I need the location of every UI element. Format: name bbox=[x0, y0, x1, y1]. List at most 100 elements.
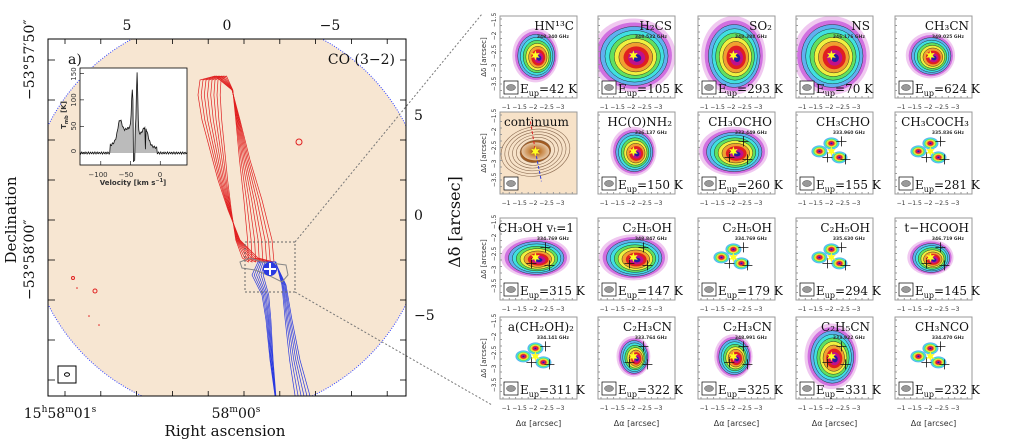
frequency-label: 346.176 GHz bbox=[833, 34, 866, 40]
x-tick: −2.5 bbox=[637, 200, 652, 207]
x-tick: −2.5 bbox=[934, 200, 949, 207]
beam-ellipse bbox=[802, 84, 812, 91]
x-tick: −1.5 bbox=[710, 405, 725, 412]
x-tick: −3 bbox=[754, 306, 763, 313]
x-tick: −3 bbox=[754, 200, 763, 207]
frequency-label: 333.449 GHz bbox=[735, 130, 768, 136]
x-tick: −2 bbox=[627, 405, 636, 412]
inset-x-label: Velocity [km s−1] bbox=[100, 178, 167, 187]
inset-x-tick: 0 bbox=[158, 171, 162, 179]
position-cross-icon bbox=[822, 258, 833, 269]
eup-label: Eup=294 K bbox=[816, 284, 882, 300]
x-tick: −1 bbox=[798, 104, 807, 111]
frequency-label: 346.719 GHz bbox=[932, 236, 965, 242]
x-tick: −2.5 bbox=[934, 306, 949, 313]
eup-label: Eup=311 K bbox=[520, 383, 586, 399]
panel-frame bbox=[597, 111, 676, 195]
x-axis-label: Right ascension bbox=[165, 422, 286, 440]
emission-map bbox=[811, 243, 848, 270]
position-cross-icon bbox=[724, 357, 735, 368]
star-icon bbox=[827, 50, 836, 61]
x-tick: −3 bbox=[852, 200, 861, 207]
x-tick: −2.5 bbox=[835, 104, 850, 111]
emission-map bbox=[515, 342, 552, 369]
y-tick: −2.5 bbox=[491, 346, 498, 361]
y-axis-label: Δδ [arcsec] bbox=[480, 133, 488, 173]
y-tick: −2 bbox=[491, 31, 498, 40]
position-cross-icon bbox=[921, 357, 932, 368]
x-tick: −3 bbox=[951, 104, 960, 111]
x-tick: −2 bbox=[727, 306, 736, 313]
top-tick: 0 bbox=[223, 18, 232, 34]
panel-frame bbox=[894, 316, 973, 400]
panel-frame bbox=[795, 217, 874, 301]
y-tick: −3.5 bbox=[491, 378, 498, 393]
eup-label: Eup=260 K bbox=[718, 178, 784, 194]
x-tick: −3 bbox=[754, 104, 763, 111]
molecule-name: C₂H₅OH bbox=[820, 221, 870, 235]
x-tick: −1 bbox=[798, 405, 807, 412]
right-tick: 5 bbox=[414, 108, 423, 124]
x-tick: −2 bbox=[627, 306, 636, 313]
inset-x-tick: −100 bbox=[88, 171, 107, 179]
spectrum-inset: −100 −50 0 0 50 100 150 Velocity [km s−1… bbox=[60, 67, 188, 187]
beam-ellipse bbox=[64, 372, 70, 377]
x-tick: −1.5 bbox=[610, 104, 625, 111]
frequency-label: 348.532 GHz bbox=[635, 34, 668, 40]
position-cross-icon bbox=[624, 357, 635, 368]
x-tick: −1 bbox=[897, 104, 906, 111]
x-tick: −1.5 bbox=[610, 306, 625, 313]
molecule-name: C₂H₃CN bbox=[723, 320, 772, 334]
panel-frame bbox=[894, 217, 973, 301]
x-tick: −3 bbox=[951, 405, 960, 412]
x-tick: −1 bbox=[700, 104, 709, 111]
x-tick: −3 bbox=[951, 200, 960, 207]
panel-frame bbox=[697, 316, 776, 400]
x-tick: −2 bbox=[924, 405, 933, 412]
frequency-label: 348.340 GHz bbox=[537, 34, 570, 40]
molecule-name: C₂H₅CN bbox=[821, 320, 870, 334]
x-tick: −2.5 bbox=[539, 200, 554, 207]
x-tick: −1.5 bbox=[907, 200, 922, 207]
star-icon bbox=[729, 146, 738, 157]
x-tick: −1.5 bbox=[710, 306, 725, 313]
x-axis-label: Δα [arcsec] bbox=[812, 419, 857, 428]
beam-ellipse bbox=[802, 286, 812, 293]
red-outflow-arrow bbox=[529, 121, 536, 152]
y-axis-label: Δδ [arcsec] bbox=[480, 338, 488, 378]
molecule-name: C₂H₅OH bbox=[622, 221, 672, 235]
position-cross-icon bbox=[642, 260, 653, 271]
position-cross-icon bbox=[540, 341, 551, 352]
y-tick: −2 bbox=[491, 233, 498, 242]
x-tick: −3 bbox=[654, 405, 663, 412]
x-tick: −3 bbox=[654, 104, 663, 111]
x-tick: −2 bbox=[825, 200, 834, 207]
star-icon bbox=[729, 252, 738, 263]
star-icon bbox=[729, 351, 738, 362]
x-tick: −1 bbox=[502, 405, 511, 412]
y-tick: −1.5 bbox=[491, 215, 498, 230]
position-cross-icon bbox=[836, 136, 847, 147]
frequency-label: 348.991 GHz bbox=[735, 335, 768, 341]
frequency-label: 349.025 GHz bbox=[932, 34, 965, 40]
x-tick: −2.5 bbox=[835, 405, 850, 412]
x-tick: −2.5 bbox=[737, 104, 752, 111]
molecule-name: CH₃COCH₃ bbox=[901, 115, 969, 129]
position-cross-icon bbox=[526, 357, 537, 368]
ra-tick: 58m00s bbox=[212, 405, 261, 422]
eup-label: Eup=281 K bbox=[915, 178, 981, 194]
zoom-box bbox=[244, 241, 296, 293]
source-cross-icon bbox=[264, 263, 276, 275]
position-cross-icon bbox=[526, 258, 537, 269]
x-tick: −2 bbox=[727, 200, 736, 207]
dec-tick: −53°57′50″ bbox=[22, 19, 38, 100]
molecule-name: t−HCOOH bbox=[904, 221, 969, 235]
position-cross-icon bbox=[921, 152, 932, 163]
right-tick: −5 bbox=[414, 308, 435, 324]
